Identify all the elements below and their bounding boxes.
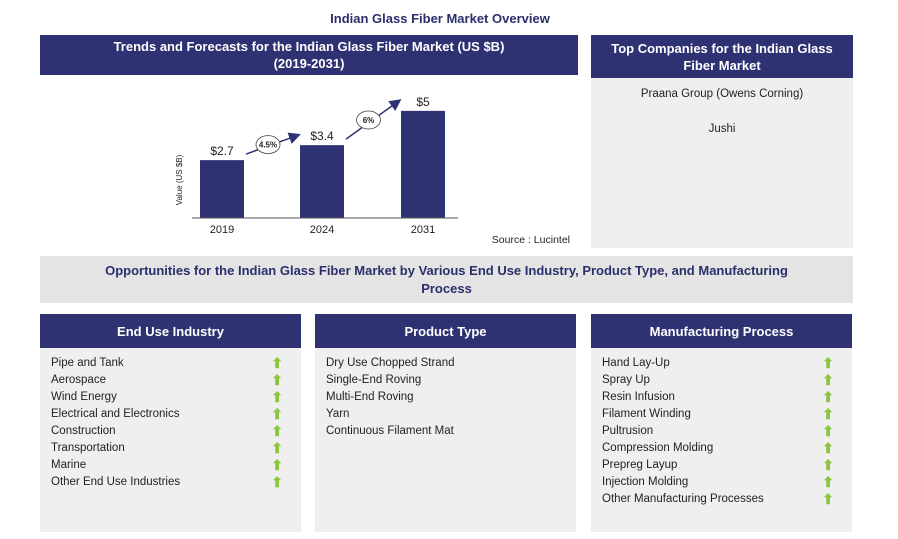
up-arrow-icon: ⬆ — [271, 354, 283, 371]
list-item-label: Continuous Filament Mat — [326, 424, 454, 437]
up-arrow-icon: ⬆ — [822, 388, 834, 405]
up-arrow-icon: ⬆ — [822, 473, 834, 490]
list-item: Marine ⬆ — [40, 456, 301, 473]
column-header: Manufacturing Process — [591, 314, 852, 348]
list-item: Other End Use Industries ⬆ — [40, 473, 301, 490]
companies-panel: Praana Group (Owens Corning) Jushi — [591, 78, 853, 248]
opportunities-banner: Opportunities for the Indian Glass Fiber… — [40, 256, 853, 303]
column-header: End Use Industry — [40, 314, 301, 348]
list-item: Filament Winding ⬆ — [591, 405, 852, 422]
list-item-label: Other End Use Industries — [51, 475, 181, 488]
chart-header-title: Trends and Forecasts for the Indian Glas… — [113, 39, 505, 54]
chart-header: Trends and Forecasts for the Indian Glas… — [40, 35, 578, 75]
column-list: Hand Lay-Up ⬆ Spray Up ⬆ Resin Infusion ⬆ Fila… — [591, 348, 852, 532]
list-item-label: Single-End Roving — [326, 373, 422, 386]
x-tick-label: 2019 — [210, 224, 234, 236]
list-item: Continuous Filament Mat — [315, 422, 576, 439]
column-header: Product Type — [315, 314, 576, 348]
company-item: Praana Group (Owens Corning) — [640, 88, 804, 100]
up-arrow-icon: ⬆ — [822, 405, 834, 422]
list-item: Dry Use Chopped Strand — [315, 354, 576, 371]
up-arrow-icon: ⬆ — [271, 371, 283, 388]
list-item-label: Transportation — [51, 441, 125, 454]
data-label: $3.4 — [310, 129, 334, 143]
up-arrow-icon: ⬆ — [271, 405, 283, 422]
list-item: Pipe and Tank ⬆ — [40, 354, 301, 371]
list-item: Aerospace ⬆ — [40, 371, 301, 388]
bar-2031 — [401, 110, 445, 218]
list-item: Multi-End Roving — [315, 388, 576, 405]
list-item-label: Marine — [51, 458, 87, 471]
bar-2024 — [300, 145, 344, 218]
data-label: $2.7 — [210, 144, 234, 158]
list-item: Prepreg Layup ⬆ — [591, 456, 852, 473]
list-item: Spray Up ⬆ — [591, 371, 852, 388]
column-list: Pipe and Tank ⬆ Aerospace ⬆ Wind Energy ⬆ Elec… — [40, 348, 301, 532]
up-arrow-icon: ⬆ — [822, 371, 834, 388]
list-item-label: Construction — [51, 424, 116, 437]
list-item: Single-End Roving — [315, 371, 576, 388]
list-item: Resin Infusion ⬆ — [591, 388, 852, 405]
column-product-type: Product Type Dry Use Chopped Strand Singl… — [315, 314, 576, 532]
list-item-label: Dry Use Chopped Strand — [326, 356, 455, 369]
up-arrow-icon: ⬆ — [271, 422, 283, 439]
opportunities-banner-text: Opportunities for the Indian Glass Fiber… — [105, 262, 788, 296]
companies-header: Top Companies for the Indian Glass Fiber… — [591, 35, 853, 78]
data-label: $5 — [416, 95, 430, 109]
column-list: Dry Use Chopped Strand Single-End Roving M… — [315, 348, 576, 532]
companies-header-title: Top Companies for the Indian Glass Fiber… — [611, 40, 833, 73]
cagr-bubble — [356, 110, 381, 130]
list-item-label: Pultrusion — [602, 424, 654, 437]
bar-chart: $2.7 2019 $3.4 2024 $5 2031 Value (US $B) 4.5… — [175, 95, 570, 246]
page-title: Indian Glass Fiber Market Overview — [330, 11, 550, 26]
list-item-label: Multi-End Roving — [326, 390, 414, 403]
up-arrow-icon: ⬆ — [271, 456, 283, 473]
cagr-label: 4.5% — [259, 141, 277, 150]
list-item-label: Filament Winding — [602, 407, 691, 420]
up-arrow-icon: ⬆ — [822, 439, 834, 456]
list-item: Other Manufacturing Processes ⬆ — [591, 490, 852, 507]
list-item-label: Other Manufacturing Processes — [602, 492, 764, 505]
source-label: Source : Lucintel — [492, 234, 570, 246]
up-arrow-icon: ⬆ — [822, 456, 834, 473]
list-item-label: Resin Infusion — [602, 390, 675, 403]
x-tick-label: 2031 — [411, 224, 435, 236]
list-item-label: Prepreg Layup — [602, 458, 678, 471]
up-arrow-icon: ⬆ — [271, 473, 283, 490]
list-item-label: Hand Lay-Up — [602, 356, 670, 369]
list-item: Compression Molding ⬆ — [591, 439, 852, 456]
column-end-use-industry: End Use Industry Pipe and Tank ⬆ Aerospace… — [40, 314, 301, 532]
up-arrow-icon: ⬆ — [271, 388, 283, 405]
list-item-label: Spray Up — [602, 373, 650, 386]
list-item: Hand Lay-Up ⬆ — [591, 354, 852, 371]
cagr-bubble — [255, 135, 281, 155]
list-item-label: Yarn — [326, 407, 350, 420]
company-item: Jushi — [708, 123, 736, 135]
x-tick-label: 2024 — [310, 224, 334, 236]
list-item-label: Compression Molding — [602, 441, 714, 454]
list-item: Electrical and Electronics ⬆ — [40, 405, 301, 422]
list-item-label: Injection Molding — [602, 475, 689, 488]
list-item: Construction ⬆ — [40, 422, 301, 439]
cagr-label: 6% — [363, 116, 375, 125]
y-axis-label: Value (US $B) — [175, 154, 184, 205]
list-item: Injection Molding ⬆ — [591, 473, 852, 490]
list-item: Wind Energy ⬆ — [40, 388, 301, 405]
chart-header-years: (2019-2031) — [273, 56, 345, 71]
list-item: Yarn — [315, 405, 576, 422]
list-item-label: Aerospace — [51, 373, 106, 386]
up-arrow-icon: ⬆ — [822, 422, 834, 439]
up-arrow-icon: ⬆ — [822, 354, 834, 371]
up-arrow-icon: ⬆ — [271, 439, 283, 456]
up-arrow-icon: ⬆ — [822, 490, 834, 507]
column-manufacturing-process: Manufacturing Process Hand Lay-Up ⬆ Spray … — [591, 314, 852, 532]
list-item: Pultrusion ⬆ — [591, 422, 852, 439]
bar-2019 — [200, 160, 244, 218]
list-item-label: Wind Energy — [51, 390, 117, 403]
list-item: Transportation ⬆ — [40, 439, 301, 456]
list-item-label: Electrical and Electronics — [51, 407, 180, 420]
list-item-label: Pipe and Tank — [51, 356, 124, 369]
